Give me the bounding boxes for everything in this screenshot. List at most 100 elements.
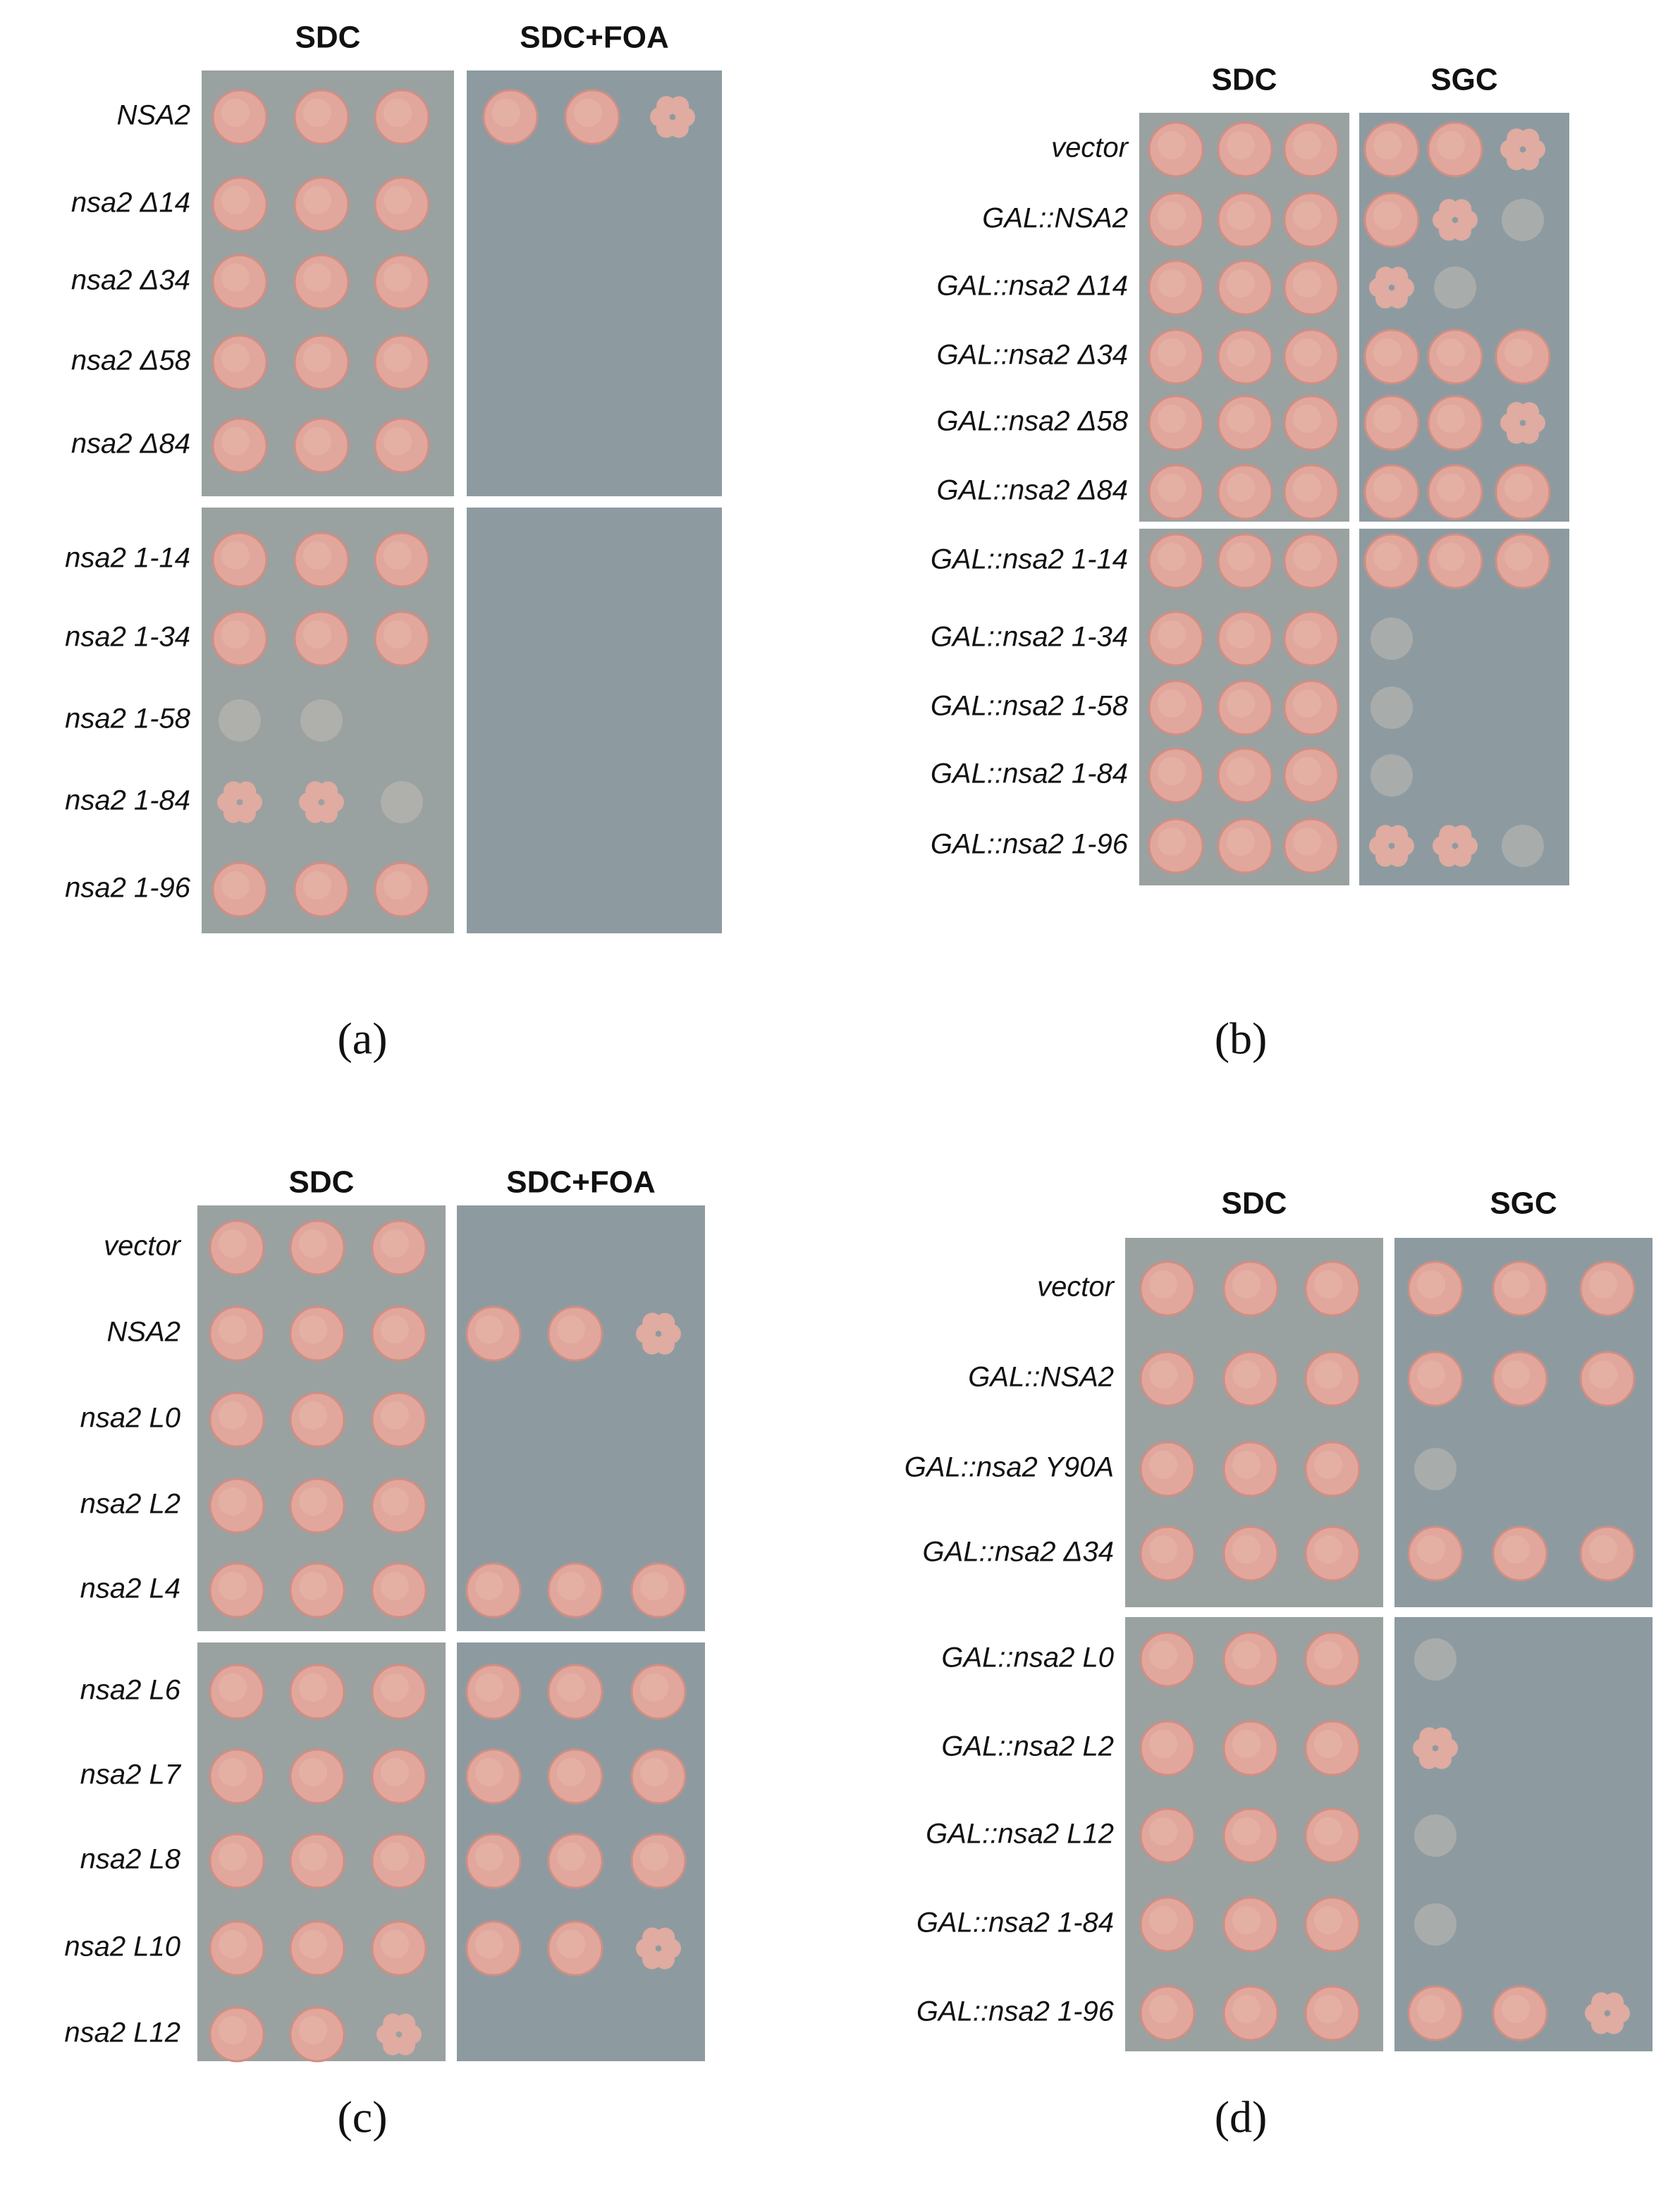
- colony-texture: [303, 871, 331, 899]
- colony-texture: [557, 1758, 585, 1786]
- faint-spot: [1371, 618, 1413, 660]
- colony-texture: [1314, 1995, 1342, 2023]
- colony-cluster: [1432, 1727, 1452, 1748]
- colony-texture: [1149, 1906, 1177, 1934]
- colony-texture: [1293, 269, 1321, 297]
- colony-texture: [1293, 131, 1321, 159]
- agar-plate: [1394, 1617, 1653, 2051]
- colony-texture: [1158, 689, 1186, 718]
- agar-plate: [1359, 113, 1569, 522]
- faint-spot: [219, 699, 261, 742]
- colony-texture: [1158, 543, 1186, 571]
- colony-texture: [221, 541, 250, 570]
- colony-texture: [384, 871, 412, 899]
- colony-cluster: [1452, 825, 1472, 845]
- colony-texture: [303, 427, 331, 455]
- colony-cluster: [655, 1313, 675, 1333]
- colony-texture: [1149, 1535, 1177, 1564]
- colony-texture: [384, 427, 412, 455]
- colony-texture: [219, 1401, 247, 1430]
- agar-plate: [1139, 113, 1349, 522]
- colony-texture: [1227, 757, 1255, 785]
- faint-spot: [300, 699, 343, 742]
- colony-texture: [1158, 269, 1186, 297]
- colony-cluster: [396, 2013, 416, 2034]
- colony-texture: [1417, 1361, 1445, 1389]
- strain-label: nsa2 L8: [80, 1844, 181, 1875]
- colony-texture: [1504, 338, 1533, 367]
- colony-texture: [1293, 338, 1321, 367]
- colony-texture: [381, 1930, 409, 1958]
- colony-texture: [299, 1229, 327, 1258]
- colony-texture: [1227, 620, 1255, 649]
- colony-texture: [381, 1843, 409, 1871]
- strain-label: GAL::nsa2 1-84: [931, 758, 1128, 790]
- colony-texture: [299, 1673, 327, 1702]
- colony-texture: [219, 1758, 247, 1786]
- strain-label: nsa2 1-14: [65, 543, 190, 574]
- colony-texture: [221, 427, 250, 455]
- colony-cluster: [236, 781, 257, 801]
- colony-texture: [1149, 1641, 1177, 1669]
- colony-texture: [1227, 828, 1255, 856]
- colony-cluster: [1452, 199, 1472, 219]
- colony-texture: [219, 1930, 247, 1958]
- panel-letter: (c): [337, 2092, 387, 2142]
- colony-cluster: [1604, 1992, 1624, 2013]
- faint-spot: [1371, 754, 1413, 797]
- faint-spot: [1502, 825, 1544, 867]
- strain-label: nsa2 L12: [64, 2017, 180, 2049]
- strain-label: GAL::nsa2 1-58: [931, 691, 1129, 722]
- strain-label: GAL::nsa2 1-96: [916, 1996, 1115, 2027]
- faint-spot: [1434, 266, 1476, 309]
- colony-texture: [1314, 1817, 1342, 1845]
- strain-label: nsa2 Δ14: [71, 188, 190, 219]
- colony-texture: [1232, 1451, 1261, 1479]
- panel-letter: (a): [337, 1014, 387, 1064]
- strain-label: GAL::nsa2 L2: [941, 1731, 1114, 1762]
- colony-cluster: [669, 96, 689, 116]
- colony-texture: [1158, 405, 1186, 433]
- colony-texture: [221, 99, 250, 127]
- colony-texture: [1158, 338, 1186, 367]
- colony-texture: [1158, 620, 1186, 649]
- faint-spot: [1502, 199, 1544, 241]
- panel-letter: (b): [1215, 1014, 1268, 1064]
- colony-texture: [299, 2016, 327, 2044]
- colony-texture: [1314, 1535, 1342, 1564]
- colony-texture: [1232, 1995, 1261, 2023]
- colony-texture: [640, 1673, 668, 1702]
- strain-label: GAL::NSA2: [968, 1362, 1114, 1393]
- colony-cluster: [1519, 402, 1540, 422]
- column-header: SDC: [289, 1165, 355, 1200]
- colony-texture: [1293, 543, 1321, 571]
- agar-plate: [457, 1205, 705, 1631]
- colony-texture: [1158, 757, 1186, 785]
- colony-texture: [221, 344, 250, 372]
- colony-texture: [219, 1572, 247, 1600]
- colony-texture: [1502, 1361, 1530, 1389]
- colony-texture: [1227, 269, 1255, 297]
- colony-texture: [219, 1843, 247, 1871]
- colony-texture: [303, 99, 331, 127]
- colony-texture: [557, 1572, 585, 1600]
- colony-texture: [303, 186, 331, 214]
- strain-label: nsa2 L6: [80, 1675, 181, 1706]
- colony-texture: [1314, 1270, 1342, 1298]
- faint-spot: [1371, 687, 1413, 729]
- colony-texture: [1227, 202, 1255, 230]
- colony-texture: [1232, 1535, 1261, 1564]
- colony-texture: [1417, 1995, 1445, 2023]
- strain-label: nsa2 Δ84: [71, 429, 190, 460]
- colony-texture: [475, 1758, 503, 1786]
- colony-texture: [475, 1843, 503, 1871]
- colony-texture: [1293, 405, 1321, 433]
- faint-spot: [381, 781, 423, 823]
- colony-texture: [1502, 1270, 1530, 1298]
- strain-label: GAL::nsa2 Δ84: [937, 475, 1128, 506]
- colony-texture: [640, 1843, 668, 1871]
- colony-texture: [1373, 543, 1402, 571]
- column-header: SGC: [1430, 63, 1497, 97]
- colony-texture: [640, 1572, 668, 1600]
- colony-texture: [219, 1315, 247, 1344]
